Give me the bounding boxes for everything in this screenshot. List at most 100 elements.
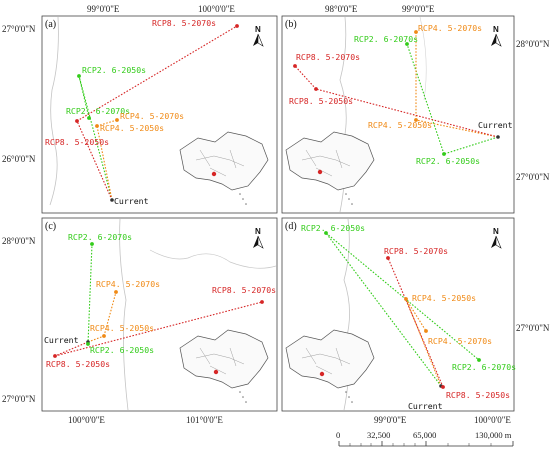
path-rcp26-segment-2	[87, 243, 93, 345]
label-rcp45_2070: RCP4. 5-2070s	[418, 23, 482, 33]
label-rcp85_2050: RCP8. 5-2050s	[446, 390, 510, 400]
panel-d-tag: (d)	[285, 221, 297, 232]
path-rcp26-segment-2	[78, 75, 90, 119]
label-rcp26_2070: RCP2. 6-2070s	[66, 106, 130, 116]
label-rcp26_2050: RCP2. 6-2050s	[301, 223, 365, 233]
north-arrow-icon: N	[491, 25, 502, 47]
label-rcp85_2050: RCP8. 5-2050s	[46, 359, 110, 369]
north-arrow-icon: N	[253, 25, 264, 47]
centroid-rcp26_2070	[87, 116, 91, 120]
north-letter: N	[255, 25, 261, 34]
centroid-rcp26_2050	[442, 152, 446, 156]
panel-a-boundary	[49, 16, 59, 206]
panel-b-china-inset	[285, 131, 375, 205]
centroid-current	[496, 135, 500, 139]
label-rcp85_2050: RCP8. 5-2050s	[289, 96, 353, 106]
path-rcp26-segment-2	[406, 43, 445, 155]
centroid-rcp85_2070	[235, 24, 239, 28]
centroid-rcp26_2050	[86, 342, 90, 346]
panel-b-top-tick-1: 98°0'0"E	[325, 4, 358, 14]
label-rcp45_2070: RCP4. 5-2070s	[428, 336, 492, 346]
label-rcp26_2070: RCP2. 6-2070s	[452, 362, 516, 372]
path-rcp85-segment-1	[315, 88, 499, 138]
label-current: Current	[44, 335, 79, 345]
panel-b-top-tick-2: 99°0'0"E	[402, 4, 435, 14]
label-rcp45_2050: RCP4. 5-2050s	[90, 323, 154, 333]
scale-label-1: 32,500	[367, 430, 390, 440]
panel-a-left-tick-2: 26°0'0"N	[2, 154, 36, 164]
label-rcp85_2050: RCP8. 5-2050s	[45, 137, 109, 147]
panel-c-left-tick-2: 27°0'0"N	[2, 394, 36, 404]
centroid-rcp85_2050	[441, 385, 445, 389]
panel-c-bottom-tick-1: 100°0'0"E	[68, 415, 105, 425]
panel-c-bottom-tick-2: 101°0'0"E	[186, 415, 223, 425]
panel-b: N (b) 98°0'0"E 99°0'0"E 28°0'0"N 27°0'0"…	[281, 4, 550, 214]
path-rcp85-segment-2	[294, 65, 317, 90]
centroid-rcp45_2050	[404, 297, 408, 301]
panel-a-top-tick-2: 100°0'0"E	[198, 4, 235, 14]
path-rcp45-segment-2	[103, 291, 117, 337]
path-rcp26-segment-2	[325, 232, 480, 361]
centroid-rcp26_2050	[77, 74, 81, 78]
panel-d-right-tick-1: 27°0'0"N	[516, 323, 550, 333]
centroid-rcp85_2050	[314, 87, 318, 91]
label-rcp26_2050: RCP2. 6-2050s	[416, 156, 480, 166]
label-rcp45_2070: RCP4. 5-2070s	[120, 111, 184, 121]
north-letter: N	[493, 25, 499, 34]
label-rcp85_2070: RCP8. 5-2070s	[296, 52, 360, 62]
centroid-rcp45_2050	[414, 118, 418, 122]
panel-a-china-inset	[179, 131, 269, 205]
panel-c-migration-paths: Current RCP2. 6-2050s RCP2. 6-2070s RCP4. 5…	[44, 232, 276, 369]
centroid-rcp45_2070	[115, 118, 119, 122]
centroid-current	[110, 198, 114, 202]
path-rcp85-segment-2	[54, 301, 263, 357]
scale-bar: 0 32,500 65,000 130,000 m	[336, 430, 514, 447]
scale-label-2: 65,000	[413, 430, 436, 440]
panel-d-bottom-tick-1: 99°0'0"E	[374, 415, 407, 425]
label-rcp26_2070: RCP2. 6-2070s	[68, 232, 132, 242]
north-letter: N	[255, 227, 261, 236]
panel-d-migration-paths: Current RCP2. 6-2050s RCP2. 6-2070s RCP4. 5…	[301, 223, 516, 411]
label-current: Current	[408, 401, 443, 411]
panel-b-frame	[281, 15, 515, 214]
centroid-rcp85_2070	[293, 64, 297, 68]
centroid-rcp26_2050	[324, 231, 328, 235]
centroid-rcp85_2070	[260, 300, 264, 304]
label-rcp26_2050: RCP2. 6-2050s	[90, 345, 154, 355]
panel-c-boundary	[119, 218, 129, 411]
centroid-rcp45_2070	[114, 290, 118, 294]
label-rcp45_2050: RCP4. 5-2050s	[100, 123, 164, 133]
label-rcp85_2070: RCP8. 5-2070s	[212, 285, 276, 295]
path-rcp45-segment-1	[415, 119, 499, 138]
panel-c: N (c) 100°0'0"E 101°0'0"E 28°0'0"N 27°0'…	[2, 217, 278, 425]
inset-study-area	[211, 171, 217, 177]
north-letter: N	[493, 227, 499, 236]
label-rcp45_2070: RCP4. 5-2070s	[96, 279, 160, 289]
label-rcp26_2050: RCP2. 6-2050s	[82, 65, 146, 75]
panel-c-left-tick-1: 28°0'0"N	[2, 236, 36, 246]
centroid-rcp26_2070	[477, 358, 481, 362]
label-rcp45_2050: RCP4. 5-2050s	[368, 120, 432, 130]
label-current: Current	[478, 120, 513, 130]
panel-d-china-inset	[285, 329, 375, 403]
path-rcp85-segment-1	[54, 341, 89, 357]
label-current: Current	[114, 196, 149, 206]
panel-a-left-tick-1: 27°0'0"N	[2, 24, 36, 34]
label-rcp85_2070: RCP8. 5-2070s	[152, 18, 216, 28]
centroid-rcp45_2050	[95, 124, 99, 128]
centroid-rcp85_2050	[75, 119, 79, 123]
north-arrow-icon: N	[253, 227, 264, 249]
centroid-rcp26_2070	[90, 242, 94, 246]
centroid-rcp45_2050	[102, 334, 106, 338]
panel-b-right-tick-2: 27°0'0"N	[516, 172, 550, 182]
panel-c-tag: (c)	[45, 221, 56, 232]
panel-a: N (a) 99°0'0"E 100°0'0"E 27°0'0"N 26°0'0…	[2, 4, 278, 214]
centroid-rcp85_2050	[53, 354, 57, 358]
centroid-rcp45_2070	[414, 30, 418, 34]
panel-d: N (d) 99°0'0"E 100°0'0"E 27°0'0"N Curren…	[281, 217, 550, 425]
panel-a-top-tick-1: 99°0'0"E	[87, 4, 120, 14]
label-rcp45_2050: RCP4. 5-2050s	[412, 293, 476, 303]
panel-a-tag: (a)	[45, 19, 56, 30]
